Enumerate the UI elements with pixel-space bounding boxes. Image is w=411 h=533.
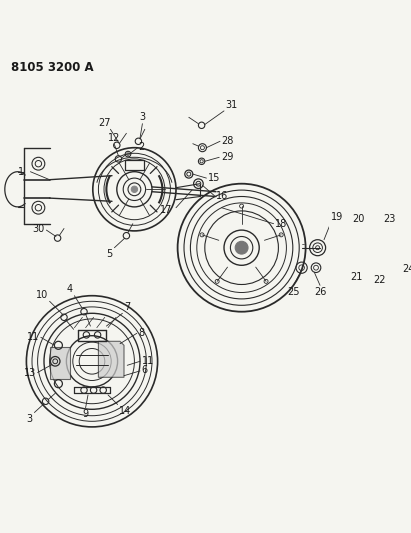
Text: 8105 3200 A: 8105 3200 A: [11, 61, 94, 74]
Text: 4: 4: [67, 284, 73, 294]
Text: 24: 24: [402, 264, 411, 274]
Text: 3: 3: [27, 414, 33, 424]
Text: 11: 11: [27, 332, 39, 342]
Text: 6: 6: [142, 365, 148, 375]
Text: 18: 18: [275, 219, 287, 229]
Text: 3: 3: [139, 112, 145, 122]
Text: 19: 19: [331, 212, 344, 222]
Text: 23: 23: [383, 214, 396, 224]
Text: 12: 12: [108, 133, 120, 143]
Text: 8: 8: [139, 327, 145, 337]
Circle shape: [131, 186, 138, 192]
Text: 9: 9: [83, 409, 89, 419]
Text: 27: 27: [98, 118, 110, 128]
Text: 25: 25: [287, 287, 300, 297]
Text: 28: 28: [222, 136, 234, 146]
Text: 21: 21: [350, 272, 362, 282]
Text: 5: 5: [106, 249, 113, 259]
Text: 10: 10: [36, 290, 48, 300]
Text: 11: 11: [142, 356, 154, 366]
Text: 2: 2: [139, 142, 145, 152]
Text: 13: 13: [24, 368, 36, 378]
Text: 22: 22: [373, 275, 386, 285]
Text: 14: 14: [119, 406, 132, 416]
Circle shape: [235, 241, 248, 254]
Text: 29: 29: [221, 152, 233, 162]
Polygon shape: [51, 347, 69, 379]
Text: 1: 1: [18, 167, 24, 177]
Text: 16: 16: [216, 191, 228, 201]
Text: 26: 26: [314, 287, 326, 297]
Polygon shape: [98, 341, 124, 377]
Text: 7: 7: [124, 302, 130, 312]
Text: 20: 20: [352, 214, 365, 224]
Text: 30: 30: [32, 224, 45, 235]
Text: 31: 31: [226, 100, 238, 110]
Text: 15: 15: [208, 173, 220, 183]
Text: 17: 17: [160, 205, 173, 215]
